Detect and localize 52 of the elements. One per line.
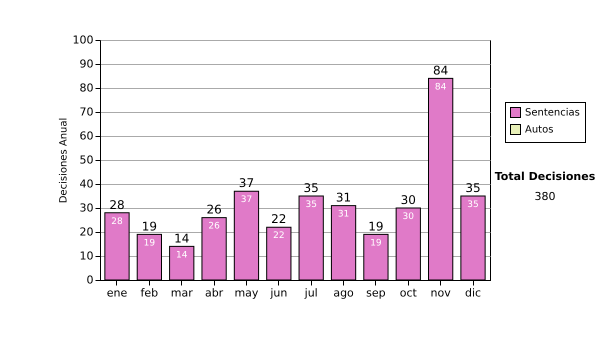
- data-label: 84: [434, 82, 447, 92]
- total-label: 35: [465, 181, 481, 195]
- total-label: 28: [109, 198, 125, 212]
- total-label: 26: [206, 202, 222, 217]
- y-tick-label: 30: [80, 202, 94, 214]
- text: 380: [534, 190, 556, 203]
- y-tick-label: 100: [72, 34, 94, 46]
- x-tick-label: nov: [430, 286, 452, 300]
- y-tick-label: 20: [80, 226, 94, 238]
- y-tick-label: 50: [80, 154, 94, 166]
- data-label: 37: [240, 195, 252, 206]
- total-label: 84: [433, 63, 448, 78]
- y-tick-label: 60: [80, 130, 94, 142]
- x-tick-label: ene: [106, 286, 128, 300]
- data-label: 26: [208, 222, 220, 232]
- y-axis-title: Decisiones Anual: [58, 118, 70, 204]
- data-label: 31: [338, 210, 350, 220]
- x-tick-label: jun: [269, 286, 288, 300]
- total-label: 30: [400, 193, 416, 207]
- x-tick-label: feb: [140, 286, 158, 300]
- x-tick-label: jul: [304, 286, 318, 300]
- total-label: 22: [271, 212, 286, 226]
- data-label: 35: [467, 200, 479, 210]
- x-tick-label: dic: [464, 286, 482, 300]
- total-label: 14: [174, 231, 190, 246]
- data-label: 35: [305, 200, 317, 210]
- y-tick-label: 10: [80, 250, 94, 262]
- y-tick-label: 0: [86, 274, 94, 286]
- total-label: 19: [142, 219, 157, 234]
- data-label: 14: [176, 250, 188, 260]
- legend-label: Autos: [525, 124, 554, 136]
- x-tick-label: abr: [204, 286, 224, 300]
- total-label: 37: [238, 176, 254, 190]
- total-label: 31: [336, 190, 352, 205]
- x-tick-label: mar: [170, 286, 194, 300]
- total-label: 35: [304, 181, 319, 195]
- data-label: 30: [402, 212, 414, 222]
- data-label: 22: [273, 231, 285, 242]
- y-tick-label: 70: [80, 106, 94, 118]
- text: Total Decisiones: [494, 170, 596, 183]
- data-label: 19: [144, 238, 156, 248]
- data-label: 28: [111, 216, 123, 227]
- data-label: 19: [370, 238, 382, 248]
- y-tick-label: 80: [80, 82, 94, 94]
- x-tick-label: oct: [400, 286, 418, 300]
- x-tick-label: may: [234, 286, 259, 300]
- legend-label: Sentencias: [525, 108, 580, 118]
- y-tick-label: 90: [80, 58, 94, 70]
- y-tick-label: 40: [80, 178, 94, 190]
- total-label: 19: [368, 219, 384, 234]
- x-tick-label: sep: [366, 286, 386, 300]
- x-tick-label: ago: [333, 286, 354, 300]
